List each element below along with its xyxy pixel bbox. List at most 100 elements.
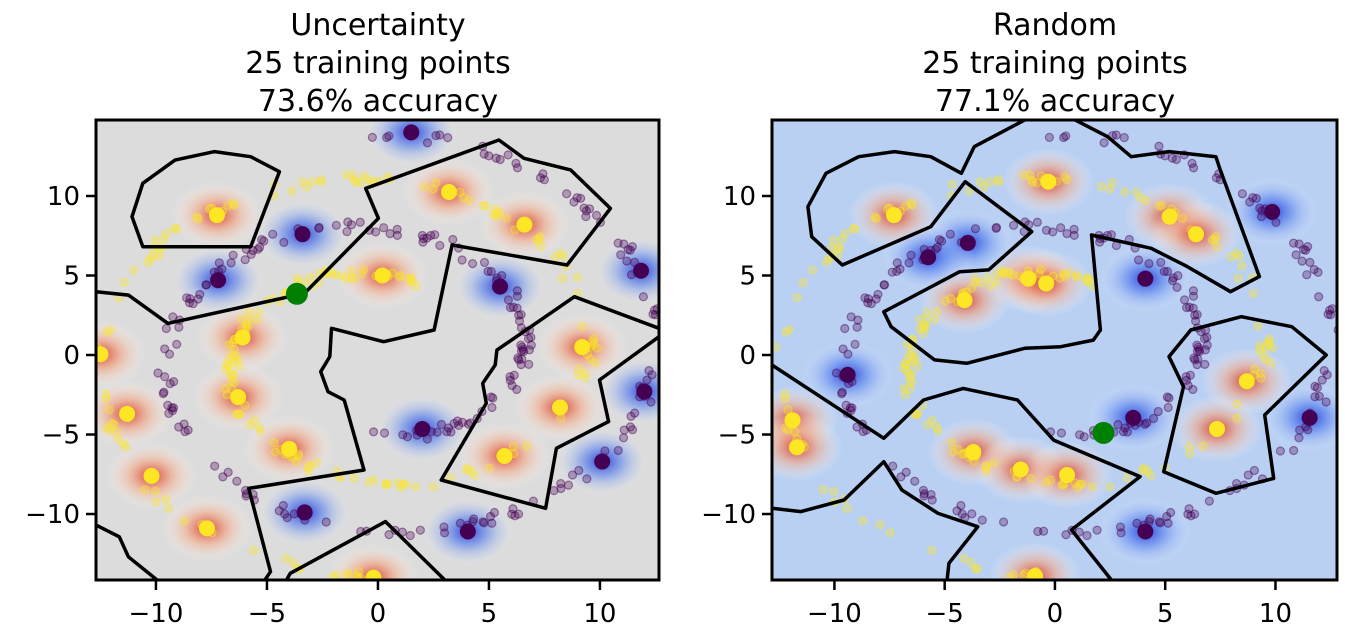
unlabeled-point-class0 bbox=[274, 506, 284, 516]
y-tick-label: 5 bbox=[739, 262, 756, 292]
unlabeled-point-class0 bbox=[331, 220, 341, 230]
unlabeled-point-class1 bbox=[901, 360, 911, 370]
unlabeled-point-class1 bbox=[918, 322, 929, 332]
unlabeled-point-class1 bbox=[406, 273, 416, 283]
unlabeled-point-class1 bbox=[902, 366, 913, 376]
unlabeled-point-class0 bbox=[449, 418, 459, 429]
unlabeled-point-class0 bbox=[1243, 470, 1253, 480]
unlabeled-point-class0 bbox=[1181, 372, 1191, 382]
unlabeled-point-class0 bbox=[398, 430, 408, 440]
unlabeled-point-class0 bbox=[486, 392, 496, 402]
unlabeled-point-class0 bbox=[1192, 360, 1202, 370]
y-tick-label: 10 bbox=[47, 182, 80, 212]
unlabeled-point-class1 bbox=[580, 368, 590, 379]
unlabeled-point-class1 bbox=[1266, 358, 1276, 368]
unlabeled-point-class0 bbox=[1061, 131, 1071, 141]
unlabeled-point-class1 bbox=[464, 195, 474, 206]
unlabeled-point-class1 bbox=[901, 201, 911, 211]
unlabeled-point-class0 bbox=[442, 427, 452, 437]
unlabeled-point-class1 bbox=[341, 170, 351, 180]
unlabeled-point-class0 bbox=[1186, 511, 1196, 521]
unlabeled-point-class0 bbox=[1008, 220, 1019, 230]
unlabeled-point-class0 bbox=[160, 372, 170, 382]
unlabeled-point-class1 bbox=[1226, 252, 1236, 262]
unlabeled-point-class0 bbox=[627, 425, 638, 435]
labeled-point-class1 bbox=[440, 184, 457, 201]
unlabeled-point-class0 bbox=[840, 323, 850, 334]
unlabeled-point-class0 bbox=[1248, 193, 1258, 203]
labeled-point-class1 bbox=[143, 467, 160, 484]
unlabeled-point-class1 bbox=[230, 357, 240, 368]
unlabeled-point-class1 bbox=[926, 545, 937, 555]
unlabeled-point-class0 bbox=[1172, 282, 1182, 292]
unlabeled-point-class1 bbox=[580, 373, 590, 383]
unlabeled-point-class1 bbox=[304, 460, 314, 471]
unlabeled-point-class1 bbox=[970, 273, 980, 283]
unlabeled-point-class1 bbox=[161, 229, 171, 239]
unlabeled-point-class1 bbox=[140, 485, 150, 495]
unlabeled-point-class0 bbox=[510, 511, 520, 521]
unlabeled-point-class1 bbox=[312, 458, 322, 468]
unlabeled-point-class0 bbox=[1163, 402, 1173, 413]
unlabeled-point-class1 bbox=[587, 337, 598, 347]
labeled-point-class1 bbox=[965, 444, 982, 461]
unlabeled-point-class1 bbox=[405, 273, 415, 283]
unlabeled-point-class1 bbox=[327, 269, 337, 279]
unlabeled-point-class0 bbox=[505, 375, 515, 385]
unlabeled-point-class1 bbox=[574, 364, 584, 374]
unlabeled-point-class1 bbox=[466, 466, 477, 476]
unlabeled-point-class1 bbox=[469, 471, 479, 481]
unlabeled-point-class0 bbox=[516, 340, 526, 350]
unlabeled-point-class0 bbox=[1113, 419, 1123, 430]
labeled-point-class1 bbox=[119, 405, 136, 422]
unlabeled-point-class0 bbox=[991, 222, 1002, 233]
unlabeled-point-class1 bbox=[913, 409, 923, 419]
unlabeled-point-class0 bbox=[392, 230, 402, 240]
unlabeled-point-class0 bbox=[648, 309, 658, 319]
unlabeled-point-class1 bbox=[945, 293, 956, 304]
unlabeled-point-class1 bbox=[106, 325, 116, 335]
unlabeled-point-class0 bbox=[1142, 418, 1152, 428]
plot-area bbox=[96, 120, 659, 580]
labeled-point-class1 bbox=[1038, 275, 1055, 292]
unlabeled-point-class0 bbox=[1188, 384, 1198, 395]
unlabeled-point-class1 bbox=[1140, 195, 1151, 206]
unlabeled-point-class0 bbox=[489, 507, 500, 518]
unlabeled-point-class0 bbox=[1202, 340, 1212, 350]
unlabeled-point-class1 bbox=[241, 319, 252, 330]
unlabeled-point-class0 bbox=[1163, 518, 1173, 528]
unlabeled-point-class0 bbox=[926, 489, 936, 500]
unlabeled-point-class1 bbox=[234, 361, 244, 371]
unlabeled-point-class0 bbox=[278, 500, 288, 511]
unlabeled-point-class0 bbox=[214, 258, 224, 268]
unlabeled-point-class1 bbox=[1032, 178, 1042, 188]
unlabeled-point-class0 bbox=[901, 467, 911, 477]
unlabeled-point-class1 bbox=[223, 360, 233, 370]
unlabeled-point-class0 bbox=[1310, 392, 1320, 402]
unlabeled-point-class1 bbox=[347, 272, 357, 282]
unlabeled-point-class1 bbox=[904, 384, 915, 394]
unlabeled-point-class0 bbox=[384, 131, 394, 141]
unlabeled-point-class0 bbox=[934, 235, 944, 245]
labeled-point-class1 bbox=[784, 412, 801, 429]
unlabeled-point-class0 bbox=[1194, 344, 1204, 355]
unlabeled-point-class0 bbox=[169, 377, 179, 387]
unlabeled-point-class1 bbox=[1034, 269, 1044, 279]
unlabeled-point-class0 bbox=[1033, 526, 1043, 537]
unlabeled-point-class0 bbox=[168, 312, 178, 322]
y-tick-label: −5 bbox=[42, 421, 80, 451]
unlabeled-point-class1 bbox=[985, 281, 996, 291]
labeled-point-class0 bbox=[1125, 409, 1142, 426]
plot-area bbox=[772, 120, 1337, 580]
unlabeled-point-class0 bbox=[1237, 189, 1247, 199]
unlabeled-point-class1 bbox=[408, 276, 418, 286]
unlabeled-point-class0 bbox=[1181, 303, 1192, 313]
title-line: Uncertainty bbox=[290, 8, 465, 43]
unlabeled-point-class0 bbox=[1122, 427, 1133, 437]
class0-glow bbox=[365, 120, 458, 167]
labeled-point-class0 bbox=[403, 124, 420, 141]
unlabeled-point-class0 bbox=[1059, 132, 1069, 143]
unlabeled-point-class1 bbox=[573, 370, 583, 380]
unlabeled-point-class1 bbox=[972, 564, 982, 574]
unlabeled-point-class0 bbox=[248, 245, 258, 256]
